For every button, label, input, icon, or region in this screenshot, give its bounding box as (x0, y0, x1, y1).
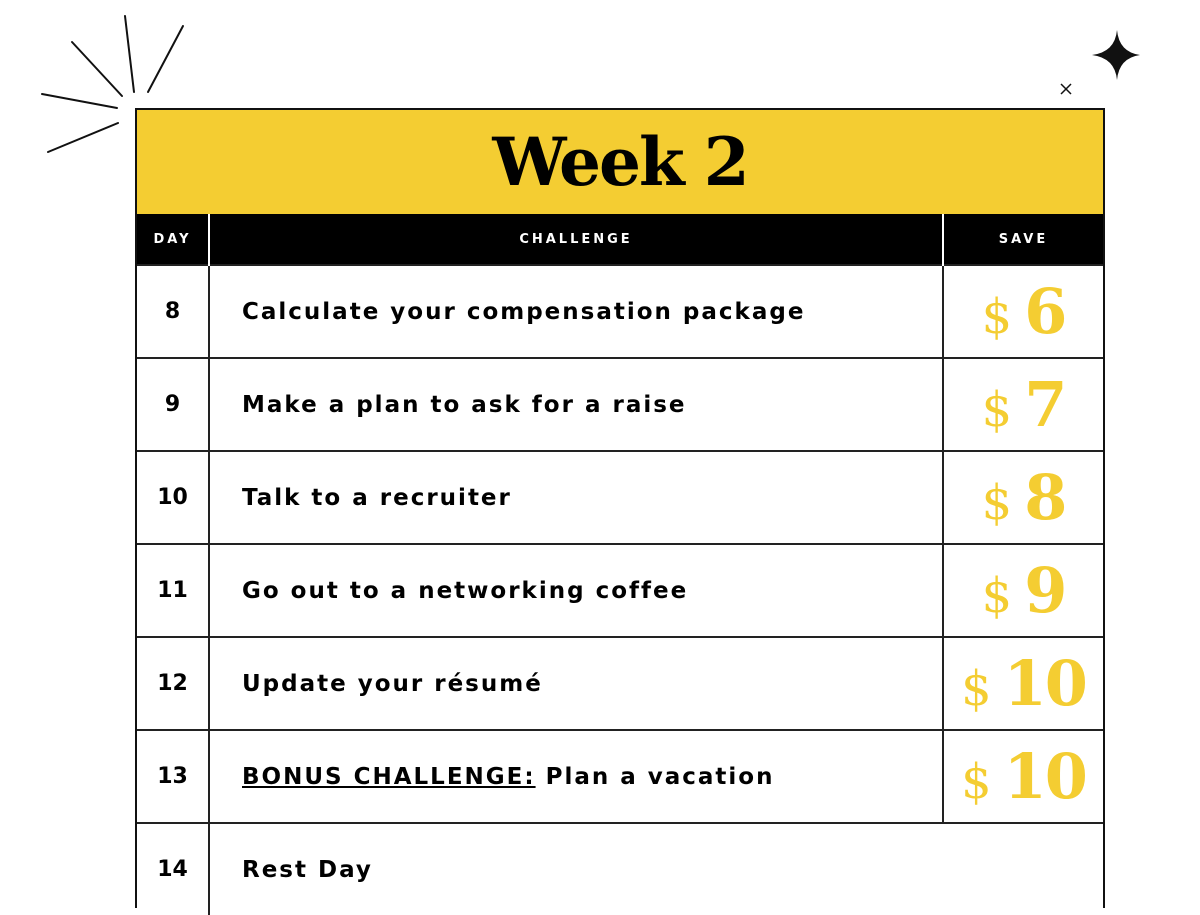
day-number: 11 (137, 543, 209, 637)
table-row: 9 Make a plan to ask for a raise $7 (137, 357, 1103, 451)
challenge-text: Rest Day (242, 856, 373, 883)
save-value: 8 (1024, 461, 1067, 534)
header-challenge: CHALLENGE (208, 214, 943, 265)
challenge-text: Make a plan to ask for a raise (242, 391, 687, 418)
table-row: 10 Talk to a recruiter $8 (137, 450, 1103, 544)
day-number: 13 (137, 729, 209, 823)
table-row: 8 Calculate your compensation package $6 (137, 264, 1103, 358)
save-value: 10 (1003, 740, 1088, 813)
burst-lines-icon (41, 15, 184, 153)
save-amount: $7 (942, 357, 1103, 451)
day-number: 12 (137, 636, 209, 730)
day-number: 8 (137, 264, 209, 358)
table-row: 13 BONUS CHALLENGE: Plan a vacation $10 (137, 729, 1103, 823)
sparkle-icon (1092, 30, 1140, 80)
table-row: 11 Go out to a networking coffee $9 (137, 543, 1103, 637)
challenge-cell: Talk to a recruiter (208, 450, 943, 544)
dollar-sign: $ (981, 289, 1013, 345)
challenge-cell: Rest Day (208, 822, 1103, 915)
table-row: 14 Rest Day (137, 822, 1103, 915)
save-value: 9 (1024, 554, 1067, 627)
dollar-sign: $ (981, 475, 1013, 531)
save-amount: $10 (942, 729, 1103, 823)
save-value: 6 (1024, 275, 1067, 348)
page-title: Week 2 (137, 110, 1103, 214)
challenge-cell: Calculate your compensation package (208, 264, 943, 358)
challenge-cell: BONUS CHALLENGE: Plan a vacation (208, 729, 943, 823)
dollar-sign: $ (981, 568, 1013, 624)
header-day: DAY (137, 214, 209, 265)
dollar-sign: $ (981, 382, 1013, 438)
save-value: 7 (1024, 368, 1067, 441)
bonus-label: BONUS CHALLENGE: (242, 763, 536, 790)
challenge-cell: Update your résumé (208, 636, 943, 730)
challenge-table: DAY CHALLENGE SAVE 8 Calculate your compe… (137, 214, 1103, 915)
header-save: SAVE (942, 214, 1103, 265)
challenge-text: Go out to a networking coffee (242, 577, 689, 604)
dollar-sign: $ (961, 661, 992, 717)
dollar-sign: $ (961, 754, 992, 810)
challenge-text: Update your résumé (242, 670, 543, 697)
save-amount: $10 (942, 636, 1103, 730)
day-number: 9 (137, 357, 209, 451)
day-number: 14 (137, 822, 209, 915)
challenge-cell: Go out to a networking coffee (208, 543, 943, 637)
day-number: 10 (137, 450, 209, 544)
challenge-text: Plan a vacation (545, 763, 775, 790)
challenge-text: Calculate your compensation package (242, 298, 806, 325)
challenge-card: Week 2 DAY CHALLENGE SAVE 8 Calculate you… (135, 108, 1105, 915)
save-amount: $9 (942, 543, 1103, 637)
small-x-sparkle-icon (1060, 83, 1072, 95)
save-value: 10 (1003, 647, 1088, 720)
table-row: 12 Update your résumé $10 (137, 636, 1103, 730)
save-amount: $6 (942, 264, 1103, 358)
challenge-text: Talk to a recruiter (242, 484, 512, 511)
challenge-cell: Make a plan to ask for a raise (208, 357, 943, 451)
decorative-burst-and-sparkles (41, 15, 1140, 153)
save-amount: $8 (942, 450, 1103, 544)
